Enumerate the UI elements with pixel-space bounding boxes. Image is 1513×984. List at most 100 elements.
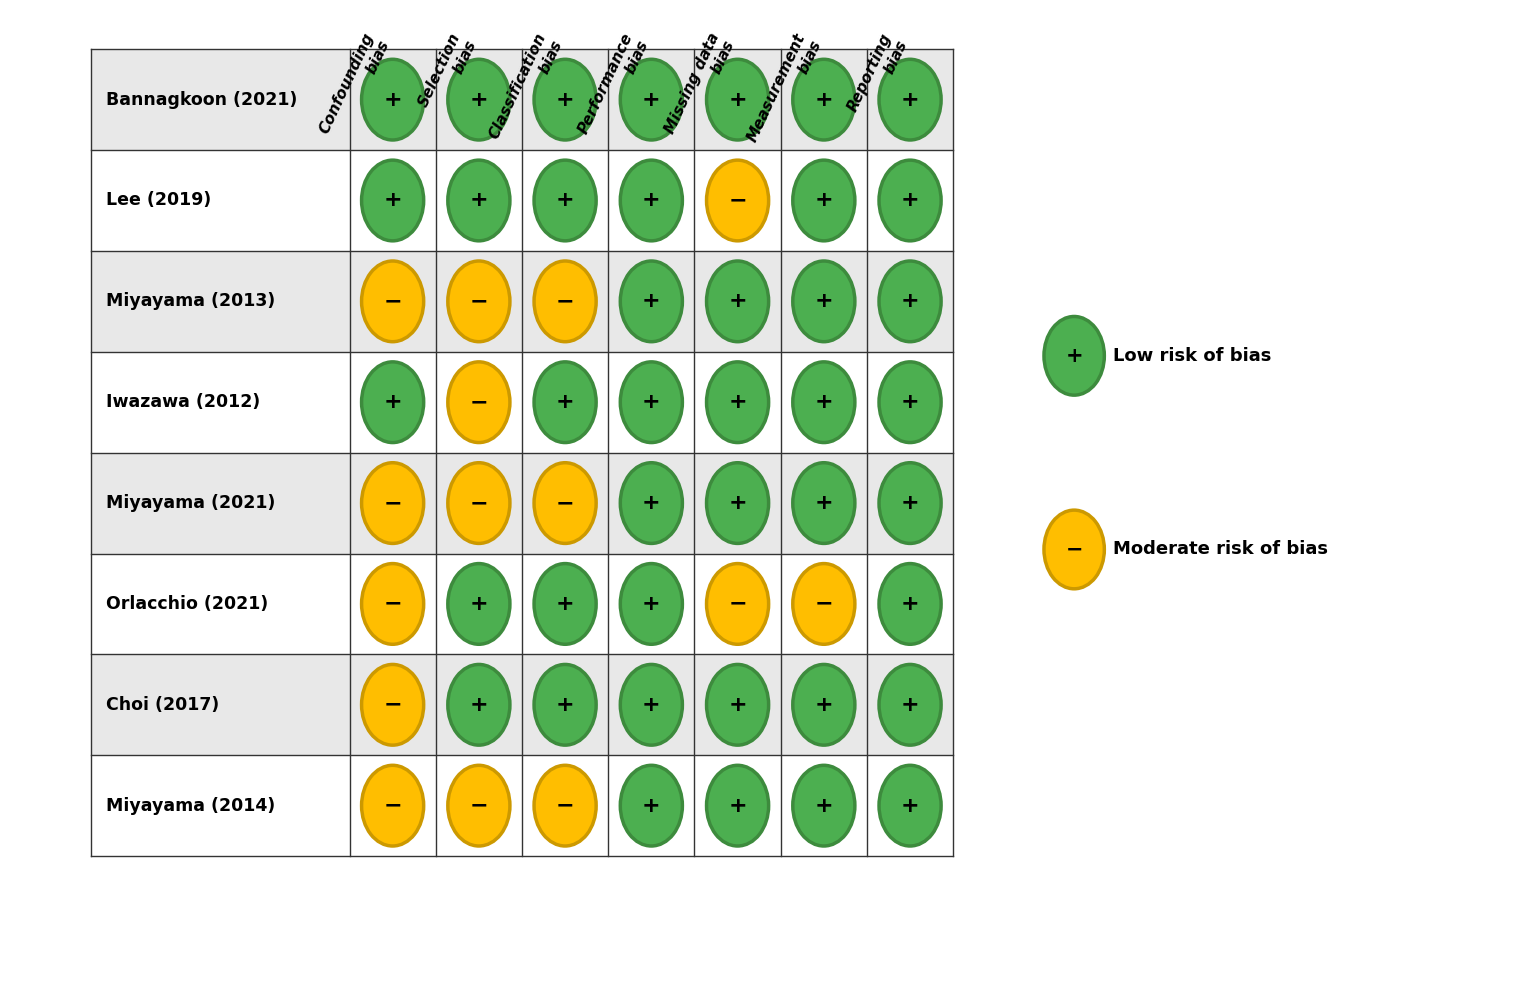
Text: −: − [728,594,747,614]
Text: −: − [555,796,575,816]
Text: +: + [383,191,402,211]
Ellipse shape [362,59,424,140]
Ellipse shape [793,564,855,645]
Ellipse shape [448,564,510,645]
Text: +: + [642,191,661,211]
Text: +: + [728,90,747,109]
Text: +: + [469,695,489,714]
Text: +: + [814,393,834,412]
Ellipse shape [534,160,596,241]
Ellipse shape [707,160,769,241]
Ellipse shape [534,664,596,745]
Text: −: − [383,291,402,311]
Ellipse shape [448,766,510,846]
Text: Measurement
bias: Measurement bias [744,31,823,152]
Text: +: + [642,291,661,311]
Ellipse shape [707,59,769,140]
Text: +: + [900,191,920,211]
Text: Miyayama (2014): Miyayama (2014) [106,797,275,815]
Text: +: + [642,695,661,714]
Text: −: − [383,796,402,816]
Ellipse shape [793,261,855,341]
Ellipse shape [879,766,941,846]
Ellipse shape [362,664,424,745]
Text: +: + [900,291,920,311]
Text: Miyayama (2013): Miyayama (2013) [106,292,275,310]
Text: Low risk of bias: Low risk of bias [1114,346,1272,365]
Ellipse shape [793,160,855,241]
Ellipse shape [707,362,769,443]
Ellipse shape [793,362,855,443]
Text: +: + [814,695,834,714]
Ellipse shape [534,362,596,443]
Ellipse shape [448,462,510,543]
Ellipse shape [534,261,596,341]
Ellipse shape [620,564,682,645]
Text: Choi (2017): Choi (2017) [106,696,219,713]
Text: Moderate risk of bias: Moderate risk of bias [1114,540,1328,559]
Text: +: + [555,191,575,211]
Text: −: − [383,695,402,714]
Text: −: − [728,191,747,211]
Ellipse shape [707,261,769,341]
Text: −: − [469,493,489,513]
Ellipse shape [793,59,855,140]
Bar [91,49,953,150]
Ellipse shape [879,462,941,543]
Text: Selection
bias: Selection bias [416,31,478,117]
Text: +: + [728,493,747,513]
Text: +: + [1065,345,1083,366]
Text: +: + [814,291,834,311]
Bar [91,251,953,352]
Text: −: − [383,493,402,513]
Text: Reporting
bias: Reporting bias [844,31,909,121]
Text: +: + [814,191,834,211]
Text: +: + [642,493,661,513]
Ellipse shape [879,160,941,241]
Text: +: + [900,493,920,513]
Text: +: + [900,90,920,109]
Text: +: + [814,493,834,513]
Text: +: + [728,695,747,714]
Ellipse shape [793,664,855,745]
Ellipse shape [620,59,682,140]
Text: +: + [383,90,402,109]
Ellipse shape [879,261,941,341]
Text: +: + [814,796,834,816]
Text: +: + [555,90,575,109]
Text: +: + [900,393,920,412]
Text: Classification
bias: Classification bias [487,31,564,149]
Text: +: + [900,594,920,614]
Text: Bannagkoon (2021): Bannagkoon (2021) [106,91,297,108]
Text: +: + [469,90,489,109]
Ellipse shape [620,261,682,341]
Ellipse shape [879,362,941,443]
Ellipse shape [362,564,424,645]
Ellipse shape [534,59,596,140]
Text: −: − [555,493,575,513]
Ellipse shape [620,664,682,745]
Ellipse shape [793,766,855,846]
Text: Miyayama (2021): Miyayama (2021) [106,494,275,512]
Text: −: − [555,291,575,311]
Ellipse shape [448,160,510,241]
Text: +: + [383,393,402,412]
Text: Confounding
bias: Confounding bias [318,31,392,144]
Text: Lee (2019): Lee (2019) [106,192,212,210]
Ellipse shape [362,160,424,241]
Text: +: + [728,393,747,412]
Ellipse shape [707,664,769,745]
Text: −: − [1065,539,1083,560]
Text: +: + [642,393,661,412]
Ellipse shape [707,766,769,846]
Text: +: + [555,393,575,412]
Text: Orlacchio (2021): Orlacchio (2021) [106,595,268,613]
Text: Missing data
bias: Missing data bias [663,31,737,144]
Ellipse shape [879,564,941,645]
Text: +: + [642,796,661,816]
Ellipse shape [448,261,510,341]
Text: Iwazawa (2012): Iwazawa (2012) [106,394,260,411]
Bar [91,553,953,654]
Ellipse shape [707,462,769,543]
Text: Performance
bias: Performance bias [575,31,651,144]
